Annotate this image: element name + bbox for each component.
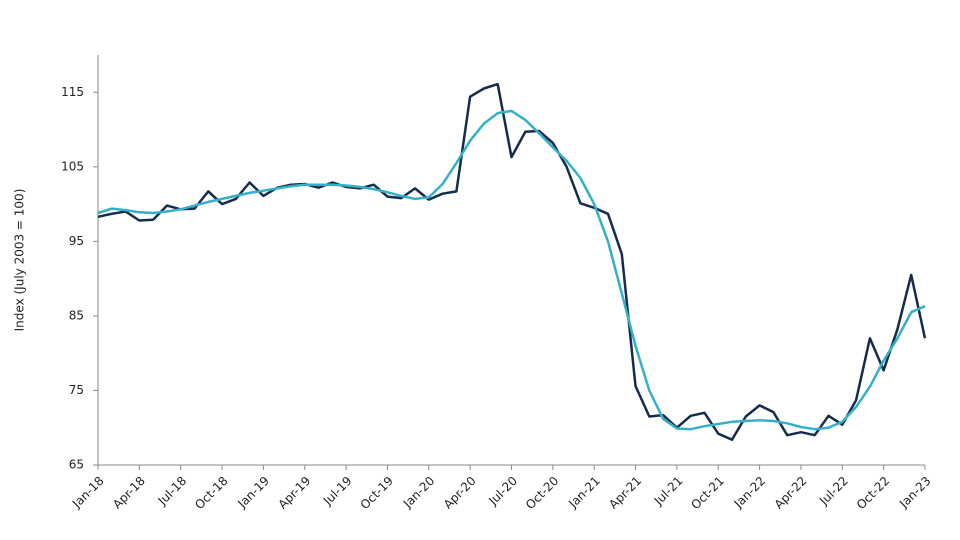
x-tick-label: Oct-22 [854,474,892,512]
line-series [97,82,927,441]
y-tick-label: 65 [69,458,84,472]
y-tick-label: 115 [61,85,84,99]
x-tick-label: Jan-19 [234,474,272,512]
x-tick-label: Jul-21 [651,474,686,509]
x-tick-label: Oct-19 [358,474,396,512]
x-tick-label: Jan-21 [565,474,603,512]
y-tick-label: 85 [69,308,84,322]
y-tick-label: 75 [69,383,84,397]
y-tick-label: 105 [61,159,84,173]
x-tick-label: Apr-22 [772,474,810,512]
x-tick-label: Oct-20 [523,474,561,512]
x-tick-label: Jul-22 [816,474,851,509]
x-tick-label: Apr-18 [110,474,148,512]
line-series [97,109,926,431]
x-tick-label: Jan-22 [731,474,769,512]
x-tick-label: Jul-19 [320,474,355,509]
x-tick-label: Jan-23 [896,474,934,512]
x-tick-label: Jul-20 [485,474,520,509]
y-axis-label: Index (July 2003 = 100) [13,189,27,332]
x-tick-label: Oct-18 [192,474,230,512]
x-tick-label: Jan-20 [400,474,438,512]
x-tick-label: Oct-21 [688,474,726,512]
x-tick-label: Jul-18 [155,474,190,509]
y-tick-label: 95 [69,234,84,248]
x-tick-label: Apr-21 [606,474,644,512]
x-tick-label: Jan-18 [69,474,107,512]
x-tick-label: Apr-19 [275,474,313,512]
x-tick-label: Apr-20 [441,474,479,512]
